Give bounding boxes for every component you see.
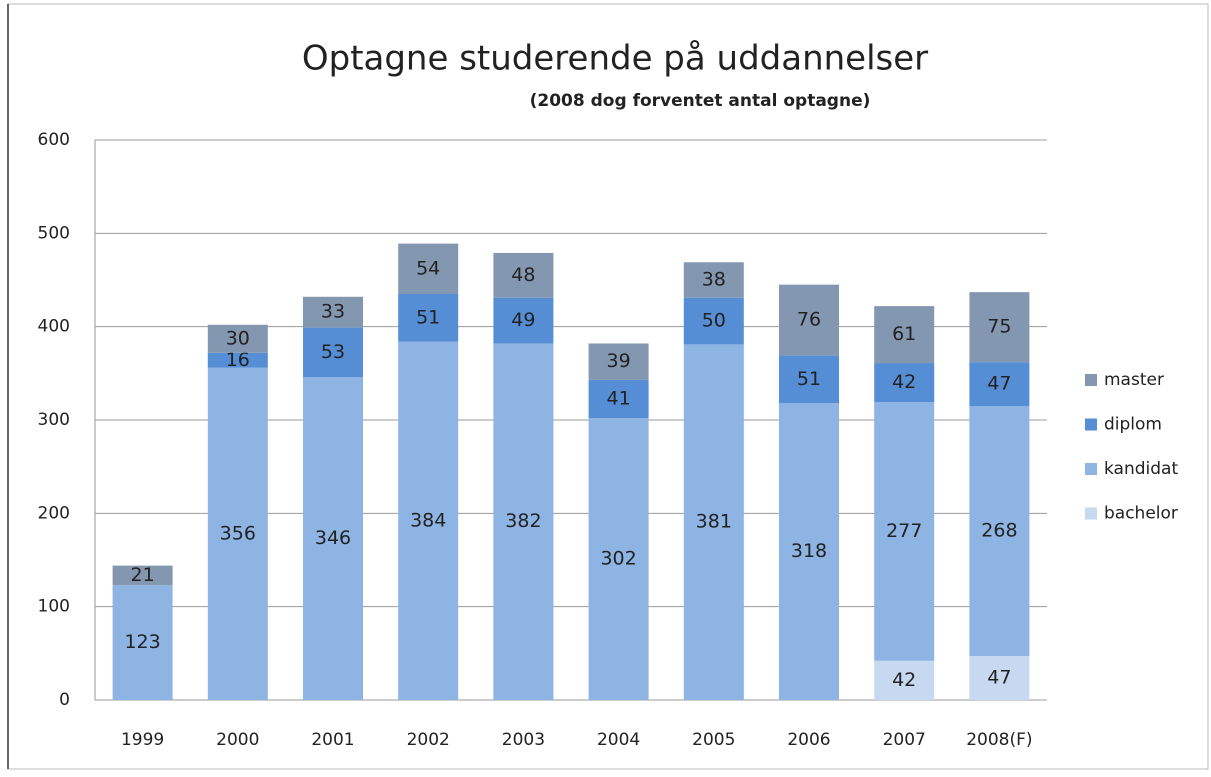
data-label: 30 [226,327,250,349]
bar-segment [493,297,554,344]
bar-segment [969,406,1030,657]
y-tick-label: 100 [38,597,70,617]
legend-swatch [1085,418,1097,431]
chart-subtitle: (2008 dog forventet antal optagne) [530,91,871,111]
data-label: 346 [315,527,351,549]
legend-swatch [1085,507,1097,520]
y-tick-label: 300 [38,410,70,430]
bar-segment [969,362,1030,406]
bar-segment [207,367,268,700]
data-label: 39 [607,350,631,372]
bar-segment [207,352,268,368]
legend-swatch [1085,374,1097,386]
x-tick-label: 2004 [597,730,640,750]
bar-segment [779,284,839,356]
bar-segment [493,343,554,700]
x-tick-label: 2006 [787,730,830,750]
y-tick-label: 600 [38,130,70,150]
data-label: 16 [226,349,250,371]
y-tick-label: 500 [38,223,70,243]
data-label: 61 [892,323,916,345]
data-label: 356 [220,522,256,544]
legend-label: kandidat [1104,459,1178,479]
bar-segment [207,324,268,353]
bar-segment [112,565,173,586]
bar-segment [303,327,363,378]
bar-segment [112,585,173,700]
bar-segment [588,343,649,380]
x-tick-label: 1999 [121,730,164,750]
bar-segment [588,379,649,419]
bar-segment [969,656,1030,700]
data-label: 277 [886,520,922,542]
data-label: 42 [892,371,916,393]
bar-segment [874,402,935,661]
x-tick-label: 2007 [883,730,926,750]
bar-segment [683,262,744,298]
data-label: 47 [987,667,1011,689]
x-tick-label: 2005 [692,730,735,750]
data-label: 76 [797,309,821,331]
bar-segment [303,296,363,328]
bar-segment [779,355,839,404]
bar-segment [588,418,649,700]
data-label: 53 [321,341,345,363]
data-label: 51 [797,368,821,390]
bar-segment [969,292,1030,363]
bar-segment [874,306,935,364]
data-label: 41 [607,388,631,410]
legend-swatch [1085,463,1097,475]
legend-label: master [1104,370,1164,390]
bar-segment [683,297,744,345]
y-tick-label: 200 [38,503,70,523]
data-label: 302 [600,548,636,570]
x-tick-label: 2001 [311,730,354,750]
data-label: 33 [321,301,345,323]
bar-segment [493,252,554,298]
data-label: 54 [416,257,440,279]
data-label: 50 [702,310,726,332]
bar-segment [398,294,459,342]
data-label: 48 [511,264,535,286]
y-tick-label: 400 [38,317,70,337]
x-tick-label: 2000 [216,730,259,750]
data-label: 123 [124,631,160,653]
data-label: 384 [410,509,446,531]
chart-title: Optagne studerende på uddannelser [302,39,928,79]
data-label: 382 [505,510,541,532]
bar-segment [398,243,459,294]
bar-segment [874,660,935,700]
data-label: 268 [981,520,1017,542]
data-label: 49 [511,309,535,331]
data-label: 47 [987,373,1011,395]
data-label: 42 [892,669,916,691]
y-tick-label: 0 [59,690,70,710]
x-tick-label: 2002 [407,730,450,750]
data-label: 75 [987,316,1011,338]
bar-segment [683,344,744,700]
data-label: 318 [791,540,827,562]
x-tick-label: 2003 [502,730,545,750]
data-label: 51 [416,306,440,328]
bar-segment [779,403,839,700]
data-label: 38 [702,269,726,291]
bar-segment [874,363,935,403]
x-tick-label: 2008(F) [966,730,1032,750]
legend-label: diplom [1104,415,1162,435]
data-label: 381 [696,511,732,533]
legend-label: bachelor [1104,504,1178,524]
bar-segment [303,377,363,700]
data-label: 21 [131,564,155,586]
bar-segment [398,341,459,700]
